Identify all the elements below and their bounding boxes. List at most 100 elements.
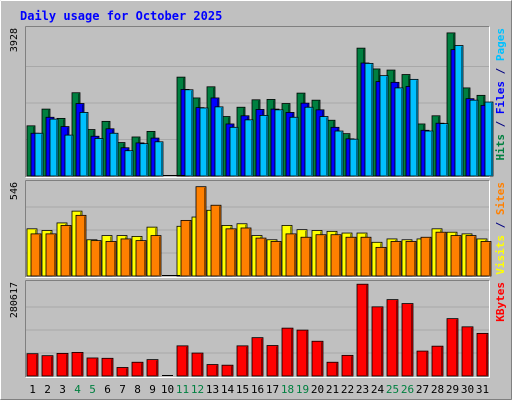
bar-bottom-kbytes-21 [326,361,339,377]
x-tick-label-7: 7 [119,383,126,396]
bar-shade [354,238,356,276]
bar-shade [369,238,371,276]
bar-shade [189,221,191,276]
bar-shade [486,334,488,376]
bar-middle-sites-18 [285,233,297,277]
bar-shade [351,356,353,376]
bar-shade [414,242,416,276]
bar-shade [249,228,251,276]
bar-middle-sites-22 [345,236,357,277]
bar-bottom-kbytes-8 [131,361,144,377]
bar-middle-sites-6 [105,241,117,277]
bar-shade [236,128,238,176]
bar-shade [384,248,386,276]
bar-middle-sites-29 [450,235,462,277]
bar-top-pages-29 [454,45,464,177]
legend-item-bottom-0: KBytes [494,282,507,322]
legend-item-top-2: Files [494,81,507,114]
bar-shade [54,234,56,276]
bar-shade [234,229,236,276]
bar-shade [296,118,298,176]
x-tick-label-16: 16 [251,383,264,396]
bar-bottom-kbytes-22 [341,354,354,377]
bar-shade [111,359,113,376]
bar-middle-sites-15 [240,227,252,277]
bar-top-pages-20 [319,116,329,177]
bar-bottom-kbytes-17 [266,345,279,377]
bar-top-pages-6 [109,132,119,177]
bar-shade [311,108,313,176]
bar-bottom-kbytes-2 [41,355,54,377]
bar-bottom-kbytes-31 [476,332,489,377]
bar-shade [489,242,491,276]
bar-top-pages-25 [394,87,404,177]
x-tick-label-29: 29 [446,383,459,396]
bar-shade [231,366,233,376]
bar-shade [206,108,208,176]
bar-shade [309,238,311,276]
bar-shade [86,113,88,176]
bar-middle-sites-31 [480,241,492,277]
bar-bottom-kbytes-14 [221,364,234,377]
x-tick-label-30: 30 [461,383,474,396]
x-tick-label-25: 25 [386,383,399,396]
bar-bottom-kbytes-18 [281,327,294,377]
bar-shade [66,354,68,376]
bar-shade [126,368,128,376]
bar-bottom-kbytes-19 [296,329,309,377]
bar-shade [141,363,143,376]
bar-shade [461,46,463,177]
bar-middle-sites-2 [45,233,57,277]
bar-shade [51,356,53,376]
bar-shade [39,234,41,276]
bar-shade [276,346,278,376]
bar-shade [356,140,358,176]
bar-bottom-kbytes-29 [446,318,459,377]
bar-shade [84,216,86,276]
bar-shade [474,236,476,276]
bar-top-pages-23 [364,62,374,177]
x-tick-label-20: 20 [311,383,324,396]
x-tick-label-17: 17 [266,383,279,396]
x-tick-label-3: 3 [59,383,66,396]
bar-shade [281,110,283,176]
bar-bottom-kbytes-11 [176,345,189,377]
x-tick-label-15: 15 [236,383,249,396]
x-tick-label-14: 14 [221,383,235,396]
x-tick-label-26: 26 [401,383,414,396]
bar-shade [341,132,343,176]
chart-title: Daily usage for October 2025 [20,9,222,23]
bar-middle-sites-4 [75,214,87,277]
x-tick-label-27: 27 [416,383,429,396]
x-axis-labels: 1 2 3 4 5 6 7 8 9 10 11 12 13 14 15 16 17 18 19 20 21 22 23 24 2… [29,383,489,396]
panel-middle-ymax-label: 546 [9,182,20,200]
bar-top-pages-24 [379,75,389,177]
bar-shade [261,338,263,376]
x-tick-label-10: 10 [161,383,174,396]
bar-shade [306,331,308,376]
bar-shade [411,304,413,376]
bar-shade [476,101,478,176]
bar-shade [81,353,83,376]
bar-shade [336,363,338,376]
bar-shade [324,235,326,276]
panel-middle: 546 Visits / Sites [9,180,507,278]
bar-middle-sites-23 [360,236,372,277]
bar-shade [326,117,328,176]
bar-shade [321,342,323,376]
bar-bottom-kbytes-3 [56,352,69,377]
bar-middle-sites-9 [150,235,162,277]
bar-shade [41,134,43,176]
bar-middle-sites-30 [465,235,477,277]
bar-middle-sites-28 [435,231,447,277]
bar-shade [431,132,433,176]
x-tick-label-6: 6 [104,383,111,396]
bar-bottom-kbytes-26 [401,303,414,377]
bar-top-pages-31 [484,101,494,177]
x-tick-label-13: 13 [206,383,219,396]
bar-shade [396,300,398,376]
bar-top-pages-18 [289,116,299,177]
bar-shade [491,103,493,176]
x-tick-label-4: 4 [74,383,81,396]
